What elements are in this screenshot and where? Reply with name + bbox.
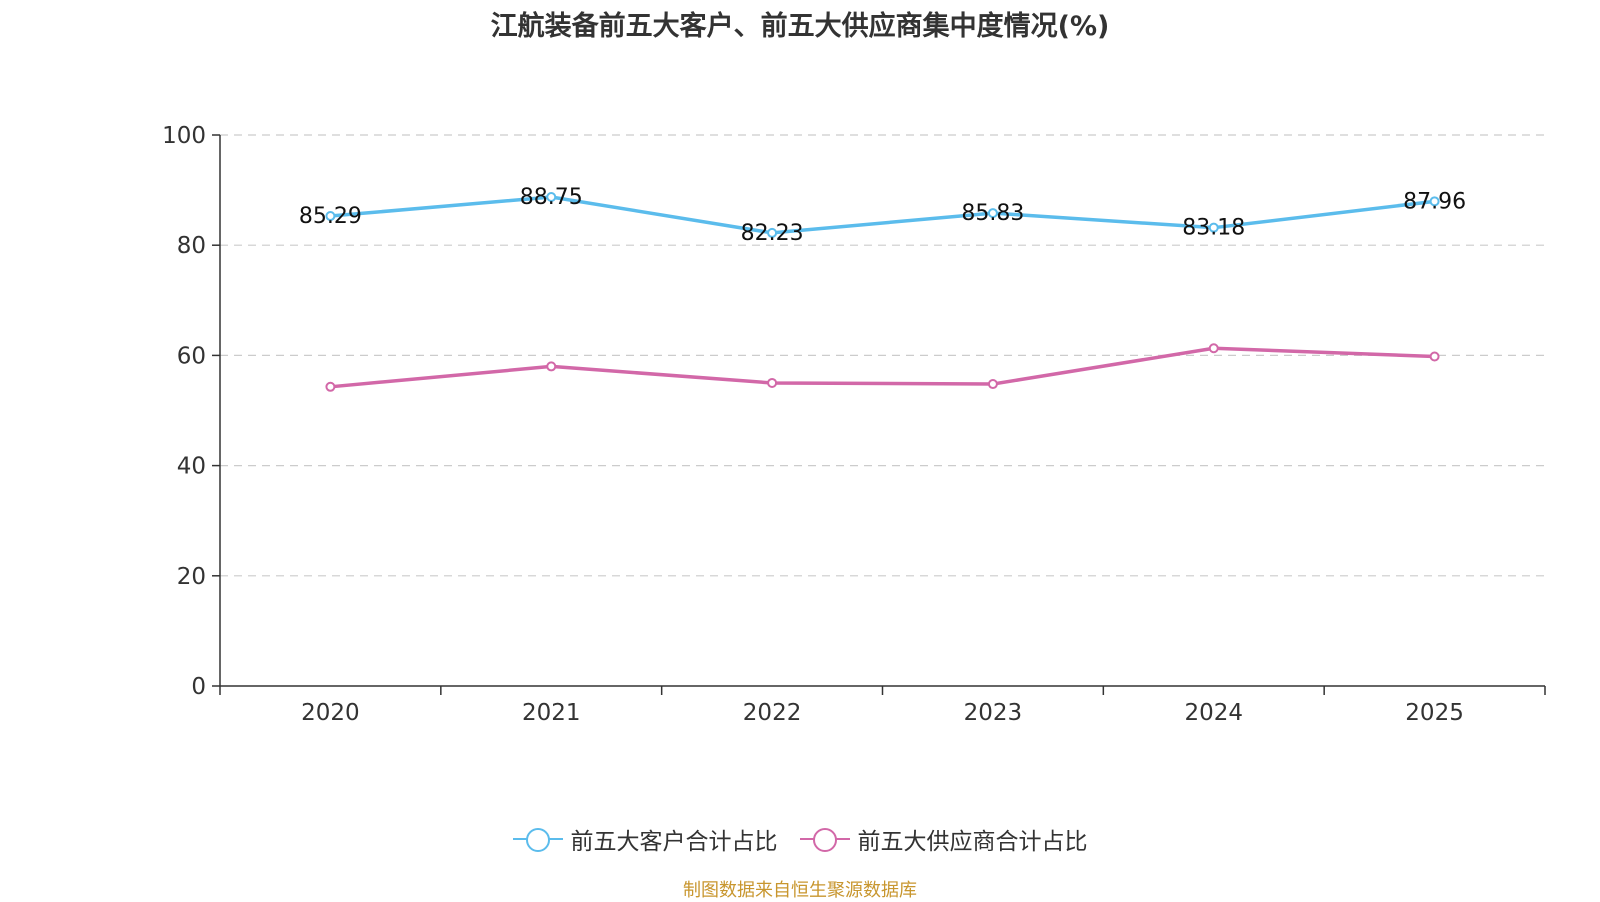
data-label: 83.18 (1182, 216, 1245, 241)
legend-label-customers: 前五大客户合计占比 (570, 829, 778, 855)
y-tick-label: 40 (177, 454, 206, 480)
legend-label-suppliers: 前五大供应商合计占比 (857, 829, 1088, 855)
x-tick-label: 2020 (301, 700, 360, 726)
y-tick-label: 0 (191, 674, 206, 700)
series-line (330, 346, 1435, 389)
data-point (325, 381, 336, 392)
data-point (546, 191, 557, 202)
data-point (1208, 222, 1219, 233)
data-point (1429, 196, 1440, 207)
legend-item-customers[interactable]: 前五大客户合计占比 (512, 822, 778, 856)
source-note: 制图数据来自恒生聚源数据库 (683, 880, 917, 901)
legend: 前五大客户合计占比 前五大供应商合计占比 (0, 822, 1600, 856)
legend-swatch-customers-icon (512, 827, 563, 852)
series (325, 191, 1440, 392)
x-tick-label: 2024 (1184, 700, 1243, 726)
data-labels: 85.29 88.75 82.23 85.83 83.18 87.96 (299, 185, 1466, 246)
data-label: 82.23 (741, 221, 804, 246)
data-label: 88.75 (520, 185, 583, 210)
chart-title: 江航装备前五大客户、前五大供应商集中度情况(%) (490, 11, 1110, 42)
data-point (325, 211, 336, 222)
data-point (546, 361, 557, 372)
data-point (1429, 351, 1440, 362)
data-label: 85.83 (961, 201, 1024, 226)
x-tick-label: 2023 (964, 700, 1023, 726)
y-tick-label: 20 (177, 564, 206, 590)
x-tick-label: 2022 (743, 700, 802, 726)
y-tick-label: 100 (162, 123, 206, 149)
series-line (330, 195, 1435, 235)
axes: 0 20 40 60 80 100 2020 2021 2022 2023 2024 2025 (162, 123, 1546, 726)
data-point (767, 377, 778, 388)
legend-swatch-suppliers-icon (799, 827, 850, 852)
data-label: 87.96 (1403, 189, 1466, 214)
y-tick-label: 80 (177, 233, 206, 259)
data-point (1208, 343, 1219, 354)
x-tick-label: 2021 (522, 700, 581, 726)
data-point (767, 227, 778, 238)
legend-item-suppliers[interactable]: 前五大供应商合计占比 (799, 822, 1088, 856)
y-tick-label: 60 (177, 343, 206, 369)
data-label: 85.29 (299, 204, 362, 229)
x-tick-label: 2025 (1405, 700, 1464, 726)
grid-lines (220, 134, 1545, 577)
data-point (987, 208, 998, 219)
data-point (987, 379, 998, 390)
